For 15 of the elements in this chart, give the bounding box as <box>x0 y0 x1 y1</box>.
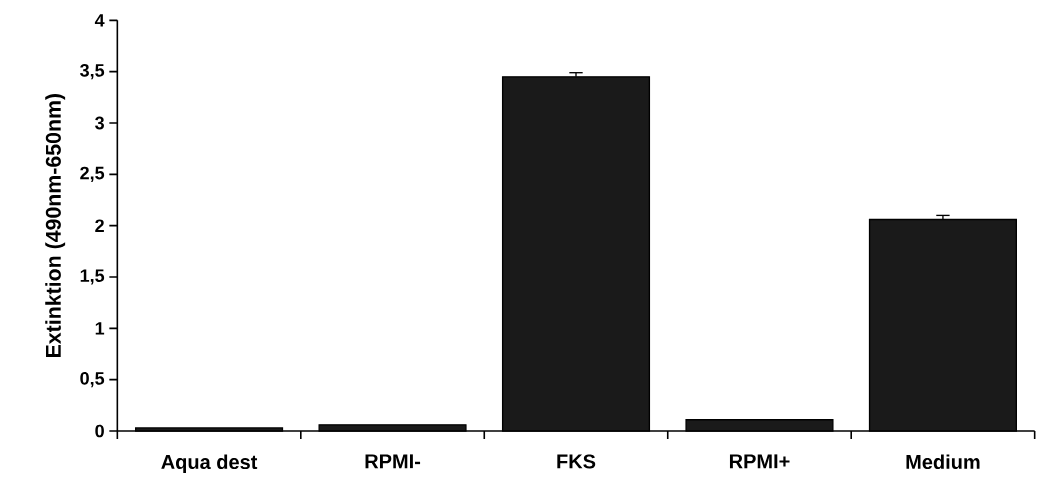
y-tick-label: 1 <box>95 322 105 335</box>
y-axis-title: Extinktion (490nm-650nm) <box>45 93 66 358</box>
x-tick-label: RPMI+ <box>729 454 790 469</box>
x-tick-label: Aqua dest <box>161 454 258 474</box>
x-tick-label: Medium <box>906 454 980 470</box>
y-tick-label: 2,5 <box>80 166 105 183</box>
y-tick-label: 0,5 <box>80 371 105 388</box>
y-tick-label: 0 <box>95 424 104 438</box>
y-tick-label: 4 <box>94 14 105 27</box>
x-tick-label: FKS <box>557 454 596 469</box>
y-tick-label: 3 <box>95 116 104 130</box>
y-tick-label: 1,5 <box>80 269 105 285</box>
y-tick-label: 3,5 <box>80 64 105 80</box>
y-tick-label: 2 <box>95 219 104 232</box>
x-tick-label: RPMI- <box>365 454 421 469</box>
